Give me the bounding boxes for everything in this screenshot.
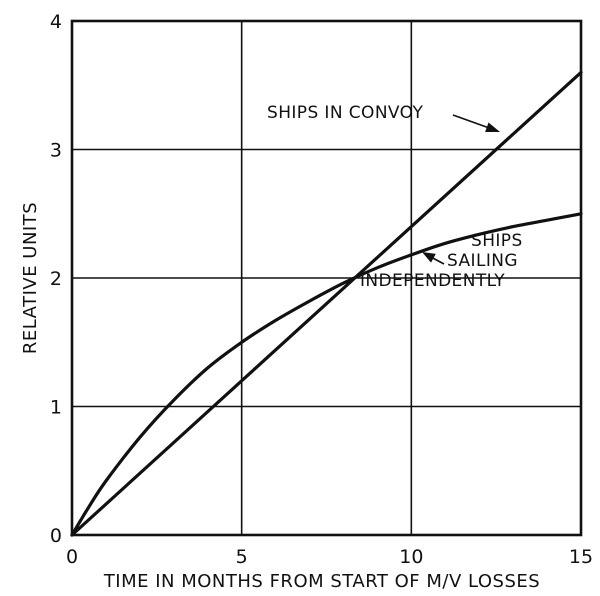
ships-sailing-independently-label: SAILING bbox=[447, 251, 518, 271]
y-tick-label: 1 bbox=[50, 397, 62, 419]
ships-sailing-independently-label: INDEPENDENTLY bbox=[360, 271, 505, 291]
series-line-ships-sailing-independently bbox=[70, 212, 583, 537]
x-tick-label: 10 bbox=[399, 546, 423, 568]
x-tick-label: 5 bbox=[236, 546, 248, 568]
x-tick-labels: 0 5 10 15 bbox=[66, 546, 593, 568]
ships-sailing-independently-label: SHIPS bbox=[471, 231, 523, 251]
y-tick-label: 4 bbox=[50, 11, 62, 33]
x-tick-label: 15 bbox=[569, 546, 593, 568]
series-line-ships-in-convoy bbox=[70, 70, 583, 537]
x-tick-label: 0 bbox=[66, 546, 78, 568]
ships-in-convoy-arrow bbox=[452, 114, 493, 130]
y-tick-label: 0 bbox=[50, 525, 62, 547]
plot-frame bbox=[70, 19, 583, 537]
ships-sailing-independently-arrowhead bbox=[422, 252, 436, 263]
ships-in-convoy-arrowhead bbox=[485, 122, 500, 132]
y-tick-labels: 0 1 2 3 4 bbox=[50, 11, 62, 547]
x-axis-label: TIME IN MONTHS FROM START OF M/V LOSSES bbox=[103, 571, 540, 592]
y-axis-label: RELATIVE UNITS bbox=[20, 202, 41, 354]
y-tick-label: 3 bbox=[50, 140, 62, 162]
grid bbox=[72, 21, 581, 535]
ships-in-convoy-label: SHIPS IN CONVOY bbox=[267, 103, 424, 123]
y-tick-label: 2 bbox=[50, 268, 62, 290]
series-lines bbox=[70, 70, 583, 537]
